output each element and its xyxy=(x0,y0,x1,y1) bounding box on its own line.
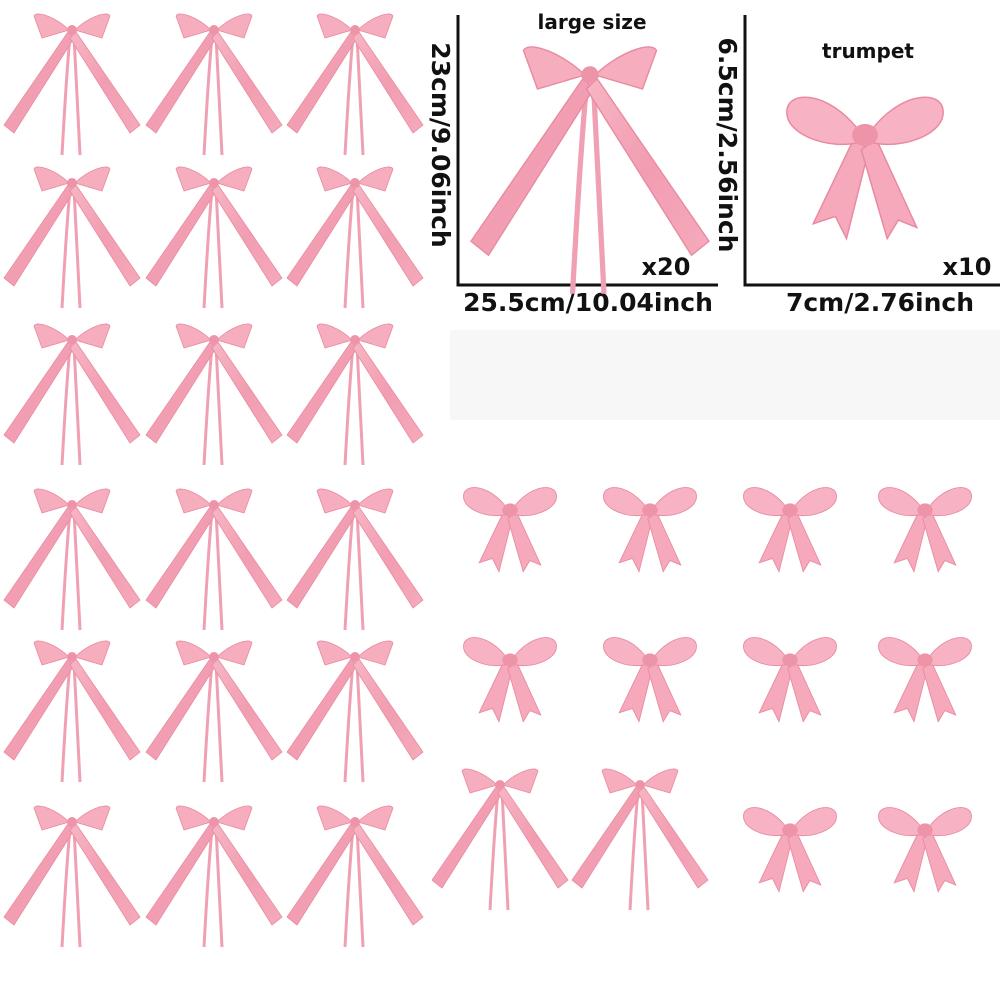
small-bow xyxy=(602,636,698,723)
small-bow xyxy=(742,636,838,723)
large-bow xyxy=(2,322,142,467)
large-bow xyxy=(144,639,284,784)
small-bow xyxy=(462,636,558,723)
large-bow xyxy=(285,804,425,949)
large-bow xyxy=(285,487,425,632)
large-bow xyxy=(2,12,142,157)
large-bow xyxy=(430,767,570,912)
large-bow xyxy=(285,639,425,784)
backdrop xyxy=(450,330,1000,420)
dimension-frame xyxy=(456,15,718,287)
count-label: x10 xyxy=(943,253,992,281)
large-bow xyxy=(570,767,710,912)
large-bow xyxy=(2,487,142,632)
count-label: x20 xyxy=(642,253,691,281)
small-bow xyxy=(742,806,838,893)
small-bow xyxy=(877,487,973,573)
large-bow xyxy=(144,165,284,310)
bow-trumpet xyxy=(785,96,945,240)
width-label: 25.5cm/10.04inch xyxy=(463,288,713,317)
dimension-frame xyxy=(743,15,1000,287)
panel-title: trumpet xyxy=(822,39,914,63)
large-bow xyxy=(144,804,284,949)
small-bow xyxy=(462,487,558,573)
bow-grid xyxy=(2,12,973,949)
large-bow xyxy=(144,12,284,157)
width-label: 7cm/2.76inch xyxy=(786,288,974,317)
small-bow xyxy=(877,806,973,893)
large-bow xyxy=(144,487,284,632)
small-bow xyxy=(602,487,698,573)
trumpet-panel: trumpet 6.5cm/2.56inch 7cm/2.76inch x10 xyxy=(713,15,1000,317)
small-bow xyxy=(742,487,838,573)
large-bow xyxy=(285,12,425,157)
large-bow xyxy=(2,639,142,784)
panel-title: large size xyxy=(537,10,646,34)
large-bow xyxy=(285,165,425,310)
large-panel: large size 23cm/9.06inch 25.5cm/10.04inc… xyxy=(426,10,718,317)
large-bow xyxy=(285,322,425,467)
large-bow xyxy=(2,804,142,949)
height-label: 23cm/9.06inch xyxy=(426,42,455,247)
large-bow xyxy=(144,322,284,467)
large-bow xyxy=(2,165,142,310)
small-bow xyxy=(877,636,973,723)
height-label: 6.5cm/2.56inch xyxy=(713,38,742,253)
